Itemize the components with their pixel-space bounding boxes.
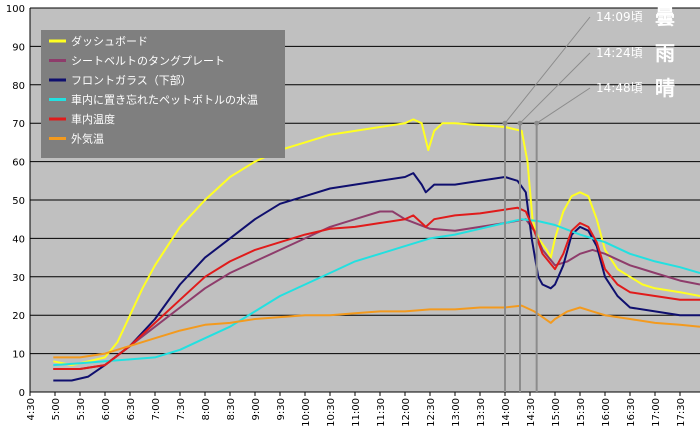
x-tick-label: 9:00 [251,398,262,420]
series-line-1 [53,118,700,367]
x-tick-label: 12:00 [401,398,412,426]
y-tick-label: 0 [19,388,25,399]
y-tick-labels: 0 10 20 30 40 50 60 70 80 90 100 [6,4,25,399]
y-tick-label: 60 [12,158,25,169]
y-tick-label: 40 [12,234,25,245]
weather-label: 雨 [655,41,675,65]
x-tick-label: 14:30 [526,398,537,426]
weather-label: 曇 [655,5,675,29]
x-tick-label: 12:30 [426,398,437,426]
series-line-2 [53,210,700,370]
x-tick-label: 7:00 [151,398,162,420]
legend-label-3: フロントガラス（下部） [71,73,192,87]
series-line-3 [53,172,700,382]
x-tick-label: 16:00 [601,398,612,426]
x-tick-label: 5:00 [51,398,62,420]
y-tick-label: 30 [12,273,25,284]
x-tick-label: 13:00 [451,398,462,426]
x-tick-label: 4:30 [26,398,37,420]
y-tick-label: 100 [6,4,25,15]
x-tick-label: 17:30 [676,398,687,426]
event-leader-line [536,87,591,124]
series-line-4 [53,218,700,367]
series-line-6 [53,304,700,359]
x-tick-label: 15:30 [576,398,587,426]
y-tick-label: 90 [12,42,25,53]
x-tick-label: 13:30 [476,398,487,426]
weather-label: 晴 [655,76,675,100]
y-tick-label: 20 [12,311,25,322]
event-time-label: 14:24頃 [596,46,643,60]
x-tick-label: 6:00 [101,398,112,420]
x-tick-labels: 4:30 5:00 5:30 6:00 6:30 7:00 7:30 8:00 8:30 9:00… [26,392,687,427]
legend-label-4: 車内に置き忘れたペットボトルの水温 [71,93,258,107]
x-tick-label: 15:00 [551,398,562,426]
x-tick-label: 16:30 [626,398,637,426]
y-tick-label: 50 [12,196,25,207]
x-tick-label: 11:00 [351,398,362,426]
x-tick-label: 14:00 [501,398,512,426]
legend-label-5: 車内温度 [71,112,115,126]
x-tick-label: 9:30 [276,398,287,420]
event-time-label: 14:09頃 [596,10,643,24]
legend-label-6: 外気温 [71,132,104,146]
series-lines [53,118,700,382]
y-tick-label: 10 [12,350,25,361]
y-tick-label: 70 [12,119,25,130]
x-tick-label: 11:30 [376,398,387,426]
x-tick-label: 8:30 [226,398,237,420]
x-tick-label: 6:30 [126,398,137,420]
series-line-5 [53,206,700,370]
event-time-label: 14:48頃 [596,81,643,95]
y-tick-label: 80 [12,81,25,92]
x-tick-label: 5:30 [76,398,87,420]
x-tick-label: 10:30 [326,398,337,426]
x-tick-label: 7:30 [176,398,187,420]
legend-box [41,30,285,158]
x-tick-label: 10:00 [301,398,312,426]
event-leader-line [504,16,591,124]
x-tick-label: 17:00 [651,398,662,426]
legend-label-2: シートベルトのタングプレート [71,54,225,68]
event-leader-line [519,52,591,124]
legend-label-1: ダッシュボード [71,34,148,48]
x-tick-label: 8:00 [201,398,212,420]
weather-annotations: 14:09頃 曇 14:24頃 雨 14:48頃晴 [502,5,675,392]
